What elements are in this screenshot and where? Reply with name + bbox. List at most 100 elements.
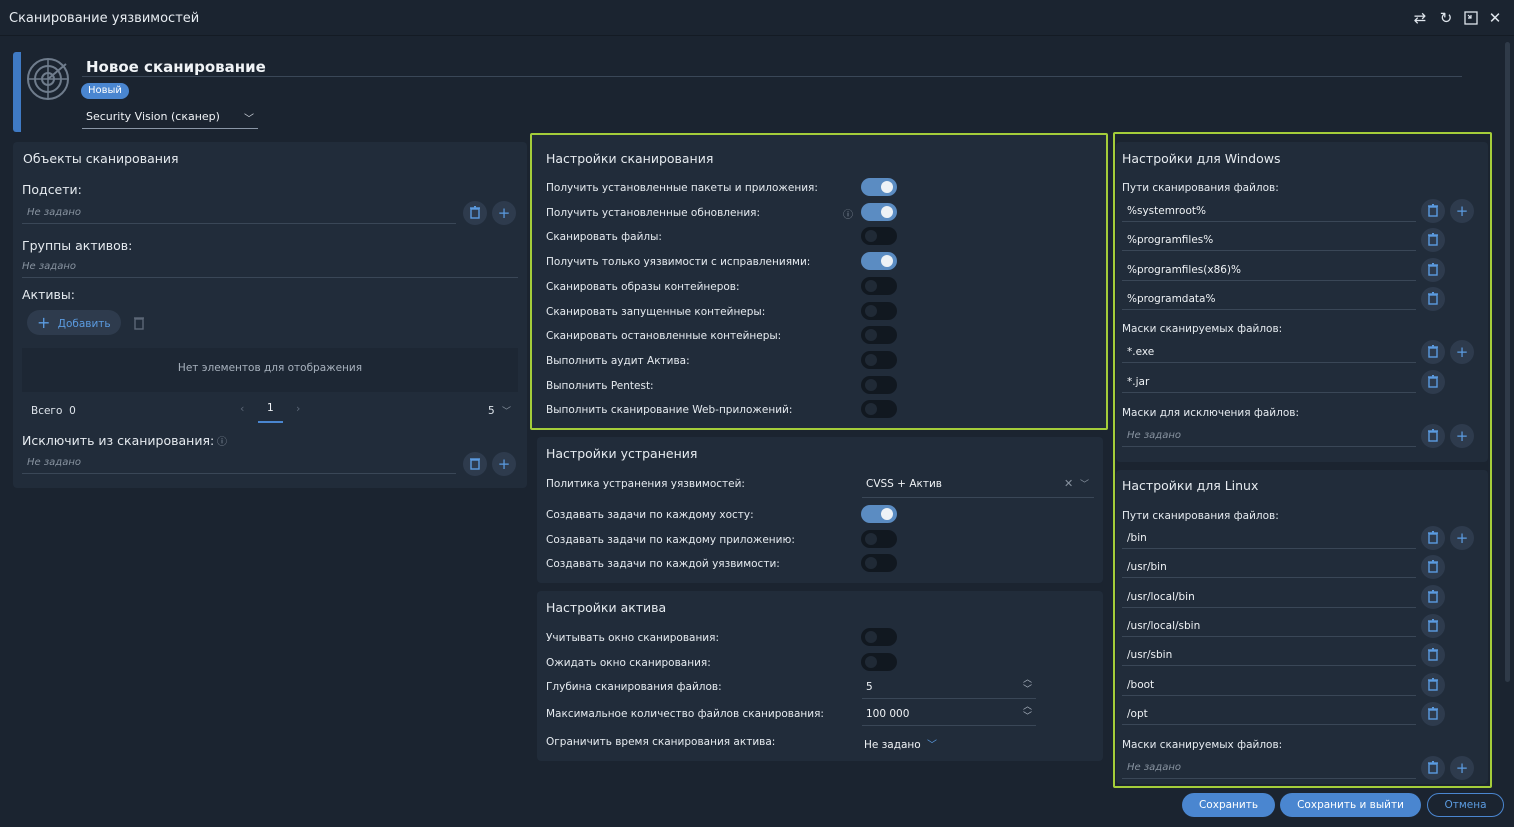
refresh-icon[interactable]: ↻ <box>1439 9 1453 27</box>
depth-stepper[interactable]: 5 ︿ ﹀ <box>862 675 1036 699</box>
max-files-stepper[interactable]: 100 000 ︿ ﹀ <box>862 702 1036 726</box>
setting-label: Создавать задачи по каждому приложению: <box>546 533 795 546</box>
plus-icon: + <box>1455 343 1469 361</box>
add-path-button[interactable]: + <box>1450 340 1474 364</box>
exclude-add-button[interactable]: + <box>492 452 516 476</box>
setting-toggle[interactable] <box>861 252 897 271</box>
delete-path-button[interactable] <box>1421 257 1445 282</box>
clear-icon[interactable]: ✕ <box>1064 477 1074 490</box>
total-count: Всего 0 <box>31 405 76 417</box>
path-value[interactable]: /bin <box>1127 532 1147 544</box>
info-icon[interactable]: ⓘ <box>843 210 853 221</box>
exclude-label: Исключить из сканирования: <box>22 433 215 448</box>
add-path-button[interactable]: + <box>1450 526 1474 550</box>
scrollbar[interactable] <box>1505 42 1510 682</box>
path-underline <box>1122 362 1416 363</box>
setting-toggle[interactable] <box>861 628 897 646</box>
path-value[interactable]: /usr/local/sbin <box>1127 619 1201 632</box>
page-size-select[interactable]: 5 ﹀ <box>488 404 511 417</box>
trash-icon <box>1428 677 1438 691</box>
swap-icon[interactable]: ⇄ <box>1413 9 1427 27</box>
scanner-select[interactable]: Security Vision (сканер) ﹀ <box>82 110 258 129</box>
delete-path-button[interactable] <box>1421 701 1445 726</box>
next-page-icon[interactable]: › <box>296 402 301 415</box>
add-asset-button[interactable]: + Добавить <box>27 310 121 335</box>
delete-button[interactable] <box>1421 424 1445 448</box>
setting-toggle[interactable] <box>861 529 897 548</box>
setting-toggle[interactable] <box>861 276 897 295</box>
trash-icon <box>1428 344 1438 358</box>
delete-path-button[interactable] <box>1421 228 1445 253</box>
delete-path-button[interactable] <box>1421 340 1445 364</box>
delete-path-button[interactable] <box>1421 526 1445 550</box>
path-value[interactable]: /usr/bin <box>1127 561 1167 574</box>
cancel-button[interactable]: Отмена <box>1427 793 1504 817</box>
subnets-delete-button[interactable] <box>463 201 487 225</box>
collapse-icon[interactable] <box>1462 9 1480 27</box>
setting-toggle[interactable] <box>861 505 897 523</box>
prev-page-icon[interactable]: ‹ <box>240 402 245 415</box>
delete-button[interactable] <box>1421 756 1445 780</box>
save-exit-button[interactable]: Сохранить и выйти <box>1280 793 1421 817</box>
setting-toggle[interactable] <box>861 326 897 345</box>
path-value[interactable]: *.jar <box>1127 375 1150 388</box>
empty-field[interactable]: Не задано <box>1127 430 1181 441</box>
path-underline <box>1122 723 1416 725</box>
delete-path-button[interactable] <box>1421 286 1445 311</box>
path-value[interactable]: %systemroot% <box>1127 205 1206 217</box>
setting-toggle[interactable] <box>861 227 897 246</box>
delete-path-button[interactable] <box>1421 199 1445 223</box>
subnets-input[interactable]: Не задано <box>27 207 81 218</box>
path-value[interactable]: %programfiles(x86)% <box>1127 263 1242 276</box>
status-badge: Новый <box>81 83 129 99</box>
setting-toggle[interactable] <box>861 202 897 221</box>
empty-field[interactable]: Не задано <box>1127 762 1181 773</box>
delete-path-button[interactable] <box>1421 584 1445 609</box>
path-value[interactable]: /usr/sbin <box>1127 649 1173 662</box>
groups-input[interactable]: Не задано <box>22 261 76 272</box>
trash-icon[interactable] <box>133 315 145 330</box>
trash-icon <box>1428 589 1438 603</box>
limit-select[interactable]: Не задано ﹀ <box>864 736 937 751</box>
setting-toggle[interactable] <box>861 554 897 572</box>
add-button[interactable]: + <box>1450 756 1474 780</box>
setting-toggle[interactable] <box>861 301 897 320</box>
windows-exclude-label: Маски для исключения файлов: <box>1122 407 1299 419</box>
policy-value: CVSS + Актив <box>866 478 942 490</box>
path-value[interactable]: %programdata% <box>1127 292 1216 305</box>
current-page[interactable]: 1 <box>267 402 274 414</box>
header-accent <box>13 52 21 132</box>
path-value[interactable]: /boot <box>1127 678 1155 691</box>
delete-path-button[interactable] <box>1421 672 1445 697</box>
scanner-select-value: Security Vision (сканер) <box>86 110 220 123</box>
save-button[interactable]: Сохранить <box>1182 793 1275 817</box>
path-underline <box>1122 665 1416 667</box>
setting-toggle[interactable] <box>861 178 897 196</box>
setting-toggle[interactable] <box>861 652 897 671</box>
stepper-arrows-icon[interactable]: ︿ ﹀ <box>1022 675 1032 695</box>
path-value[interactable]: %programfiles% <box>1127 234 1214 247</box>
path-underline <box>1122 635 1416 637</box>
close-icon[interactable]: ✕ <box>1488 9 1502 27</box>
plus-icon: + <box>497 204 511 222</box>
delete-path-button[interactable] <box>1421 643 1445 668</box>
add-button[interactable]: + <box>1450 424 1474 448</box>
trash-icon <box>1428 291 1438 305</box>
stepper-arrows-icon[interactable]: ︿ ﹀ <box>1022 702 1032 722</box>
add-path-button[interactable]: + <box>1450 199 1474 223</box>
path-value[interactable]: /opt <box>1127 707 1148 720</box>
setting-toggle[interactable] <box>861 375 897 394</box>
info-icon[interactable]: ⓘ <box>217 437 227 448</box>
scan-title: Новое сканирование <box>86 58 266 76</box>
delete-path-button[interactable] <box>1421 555 1445 580</box>
setting-toggle[interactable] <box>861 350 897 369</box>
delete-path-button[interactable] <box>1421 613 1445 638</box>
path-value[interactable]: *.exe <box>1127 346 1155 358</box>
subnets-add-button[interactable]: + <box>492 201 516 225</box>
path-value[interactable]: /usr/local/bin <box>1127 590 1195 603</box>
exclude-input[interactable]: Не задано <box>27 457 81 468</box>
delete-path-button[interactable] <box>1421 369 1445 394</box>
setting-toggle[interactable] <box>861 400 897 419</box>
exclude-delete-button[interactable] <box>463 452 487 476</box>
policy-select[interactable]: CVSS + Актив ✕ ﹀ <box>862 474 1094 498</box>
